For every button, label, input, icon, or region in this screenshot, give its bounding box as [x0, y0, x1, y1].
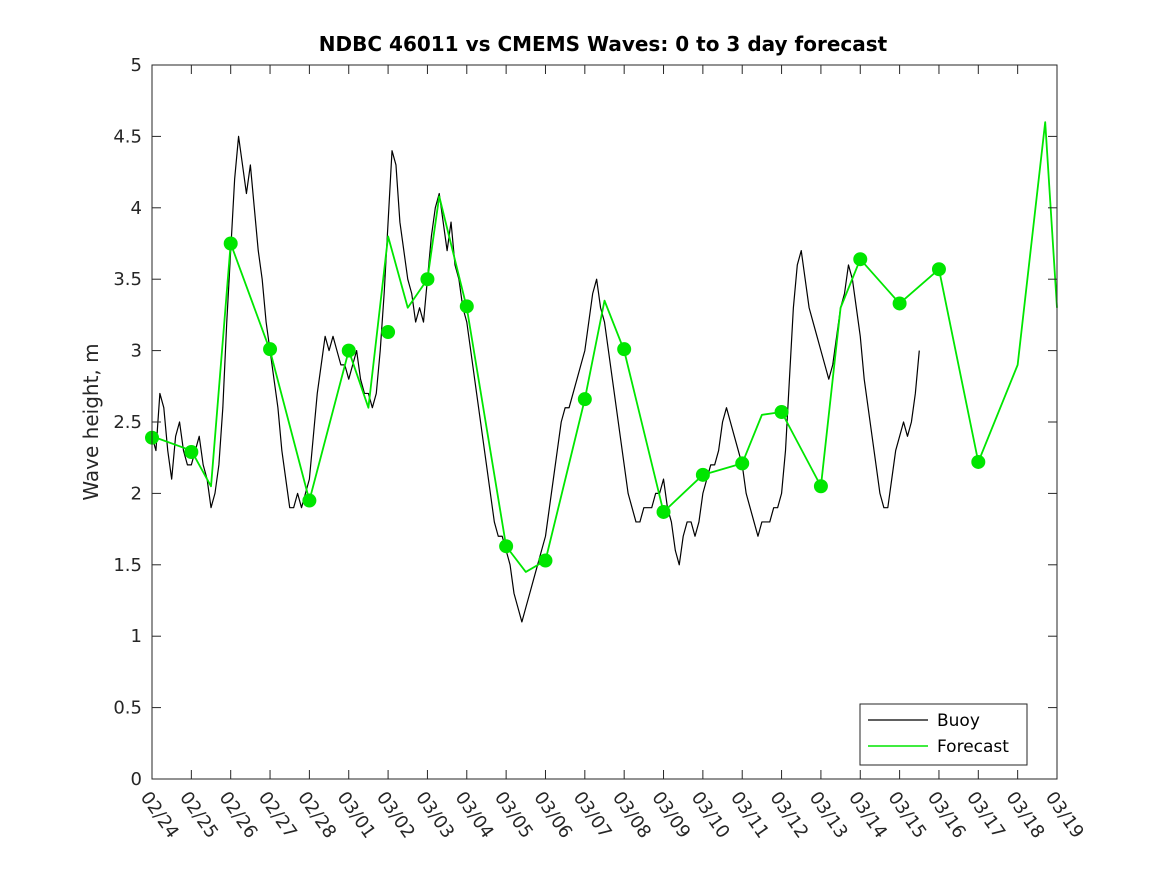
x-tick-label: 03/17	[962, 788, 1009, 843]
forecast-marker-layer	[145, 236, 986, 568]
x-tick-label: 03/04	[451, 788, 498, 843]
x-tick-label: 03/02	[372, 788, 419, 843]
x-tick-label: 03/08	[608, 788, 655, 843]
x-tick-label: 02/27	[254, 788, 301, 843]
forecast-marker	[459, 299, 474, 314]
x-tick-label: 03/15	[884, 788, 931, 843]
forecast-marker	[617, 342, 632, 357]
forecast-marker	[420, 272, 435, 287]
y-tick-label: 5	[131, 55, 142, 76]
x-tick-label: 03/11	[726, 788, 773, 843]
y-tick-label: 2.5	[113, 412, 142, 433]
forecast-marker	[695, 467, 710, 482]
x-tick-label: 03/16	[923, 788, 970, 843]
x-tick-label: 03/09	[647, 788, 694, 843]
forecast-marker	[302, 493, 317, 508]
x-tick-label: 03/12	[765, 788, 812, 843]
forecast-marker	[892, 296, 907, 311]
forecast-marker	[774, 405, 789, 420]
x-tick-label: 02/25	[175, 788, 222, 843]
series-line-buoy	[151, 135, 920, 623]
forecast-marker	[656, 504, 671, 519]
x-tick-label: 02/28	[293, 788, 340, 843]
forecast-marker	[971, 454, 986, 469]
x-tick-label: 03/03	[411, 788, 458, 843]
x-tick-label: 03/01	[333, 788, 380, 843]
x-tick-label: 02/24	[136, 788, 183, 843]
y-tick-label: 4	[131, 198, 142, 219]
y-axis: 0 0.5 1 1.5 2 2.5 3 3.5 4 4.5 5	[113, 55, 1057, 790]
y-tick-label: 0	[131, 769, 142, 790]
forecast-marker	[735, 456, 750, 471]
legend-label-forecast: Forecast	[937, 737, 1009, 757]
x-tick-label: 03/07	[569, 788, 616, 843]
forecast-marker	[341, 343, 356, 358]
forecast-marker	[184, 444, 199, 459]
x-tick-label: 03/05	[490, 788, 537, 843]
y-axis-label: Wave height, m	[79, 343, 103, 500]
y-tick-label: 1	[131, 626, 142, 647]
x-tick-label: 03/14	[844, 788, 891, 843]
chart-title: NDBC 46011 vs CMEMS Waves: 0 to 3 day fo…	[319, 32, 888, 56]
legend-label-buoy: Buoy	[937, 711, 980, 731]
forecast-marker	[263, 342, 278, 357]
legend-box	[859, 703, 1028, 766]
forecast-marker	[381, 325, 396, 340]
y-tick-label: 3	[131, 341, 142, 362]
x-tick-label: 02/26	[215, 788, 262, 843]
x-tick-label: 03/18	[1002, 788, 1049, 843]
forecast-marker	[853, 252, 868, 267]
y-tick-label: 4.5	[113, 126, 142, 147]
forecast-marker	[538, 553, 553, 568]
forecast-marker	[577, 392, 592, 407]
forecast-marker	[223, 236, 238, 251]
forecast-marker	[931, 262, 946, 277]
x-tick-label: 03/06	[529, 788, 576, 843]
x-tick-label: 03/13	[805, 788, 852, 843]
y-tick-label: 1.5	[113, 555, 142, 576]
plot-area	[152, 65, 1057, 779]
y-tick-label: 0.5	[113, 698, 142, 719]
forecast-marker	[813, 479, 828, 494]
x-tick-label: 03/19	[1041, 788, 1088, 843]
x-tick-label: 03/10	[687, 788, 734, 843]
y-tick-label: 2	[131, 483, 142, 504]
y-tick-label: 3.5	[113, 269, 142, 290]
forecast-marker	[499, 539, 514, 554]
legend: Buoy Forecast	[859, 703, 1028, 766]
